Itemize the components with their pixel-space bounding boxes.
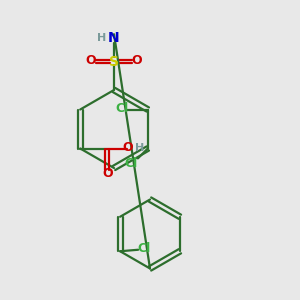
Text: O: O: [122, 141, 133, 154]
Text: O: O: [85, 54, 96, 67]
Text: O: O: [102, 167, 112, 180]
Text: Cl: Cl: [124, 157, 137, 170]
Text: Cl: Cl: [115, 101, 128, 115]
Text: S: S: [109, 55, 119, 68]
Text: O: O: [132, 54, 142, 67]
Text: Cl: Cl: [137, 242, 150, 255]
Text: H: H: [135, 143, 144, 153]
Text: H: H: [98, 32, 106, 43]
Text: N: N: [108, 31, 120, 44]
